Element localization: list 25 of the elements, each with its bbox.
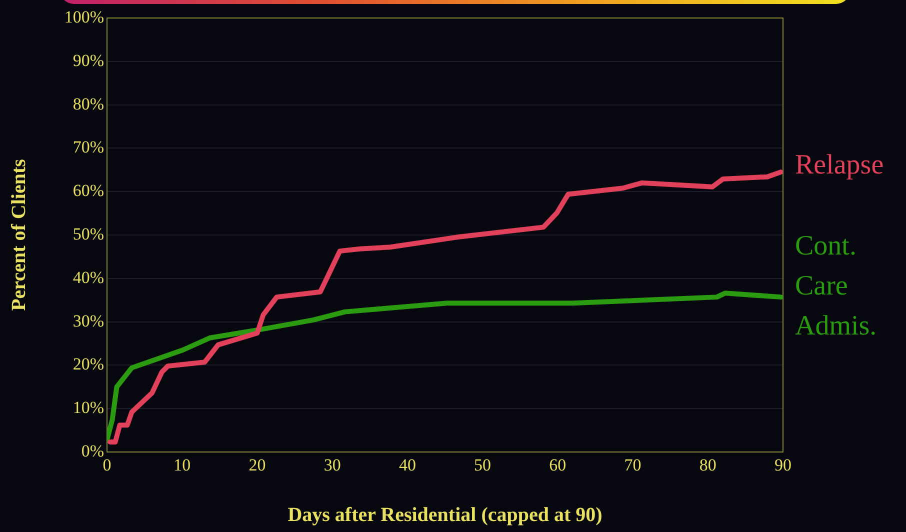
y-tick-label: 30%	[72, 311, 104, 330]
y-tick-label: 90%	[72, 50, 104, 70]
x-tick-label: 70	[624, 456, 642, 475]
x-axis-title: Days after Residential (capped at 90)	[288, 504, 602, 526]
x-tick-label: 90	[774, 456, 792, 475]
series-label: Relapse	[795, 149, 884, 180]
y-tick-label: 100%	[64, 7, 104, 26]
x-tick-label: 0	[102, 456, 112, 475]
y-tick-label: 80%	[72, 94, 104, 114]
x-tick-label: 50	[474, 456, 492, 475]
x-tick-label: 60	[549, 456, 566, 475]
y-tick-label: 20%	[72, 354, 104, 374]
series-label: Cont. Care Admis.	[795, 230, 877, 342]
x-tick-label: 10	[174, 456, 191, 475]
x-tick-label: 80	[699, 456, 716, 475]
y-tick-label: 70%	[72, 138, 104, 157]
y-tick-label: 10%	[72, 398, 104, 418]
x-tick-label: 40	[398, 456, 416, 475]
x-tick-label: 30	[324, 456, 341, 475]
y-axis-title: Percent of Clients	[8, 158, 30, 311]
x-tick-label: 20	[248, 456, 266, 475]
y-tick-label: 60%	[72, 181, 104, 200]
y-tick-label: 50%	[72, 224, 104, 244]
y-tick-label: 40%	[72, 268, 104, 287]
y-tick-label: 0%	[81, 441, 104, 460]
